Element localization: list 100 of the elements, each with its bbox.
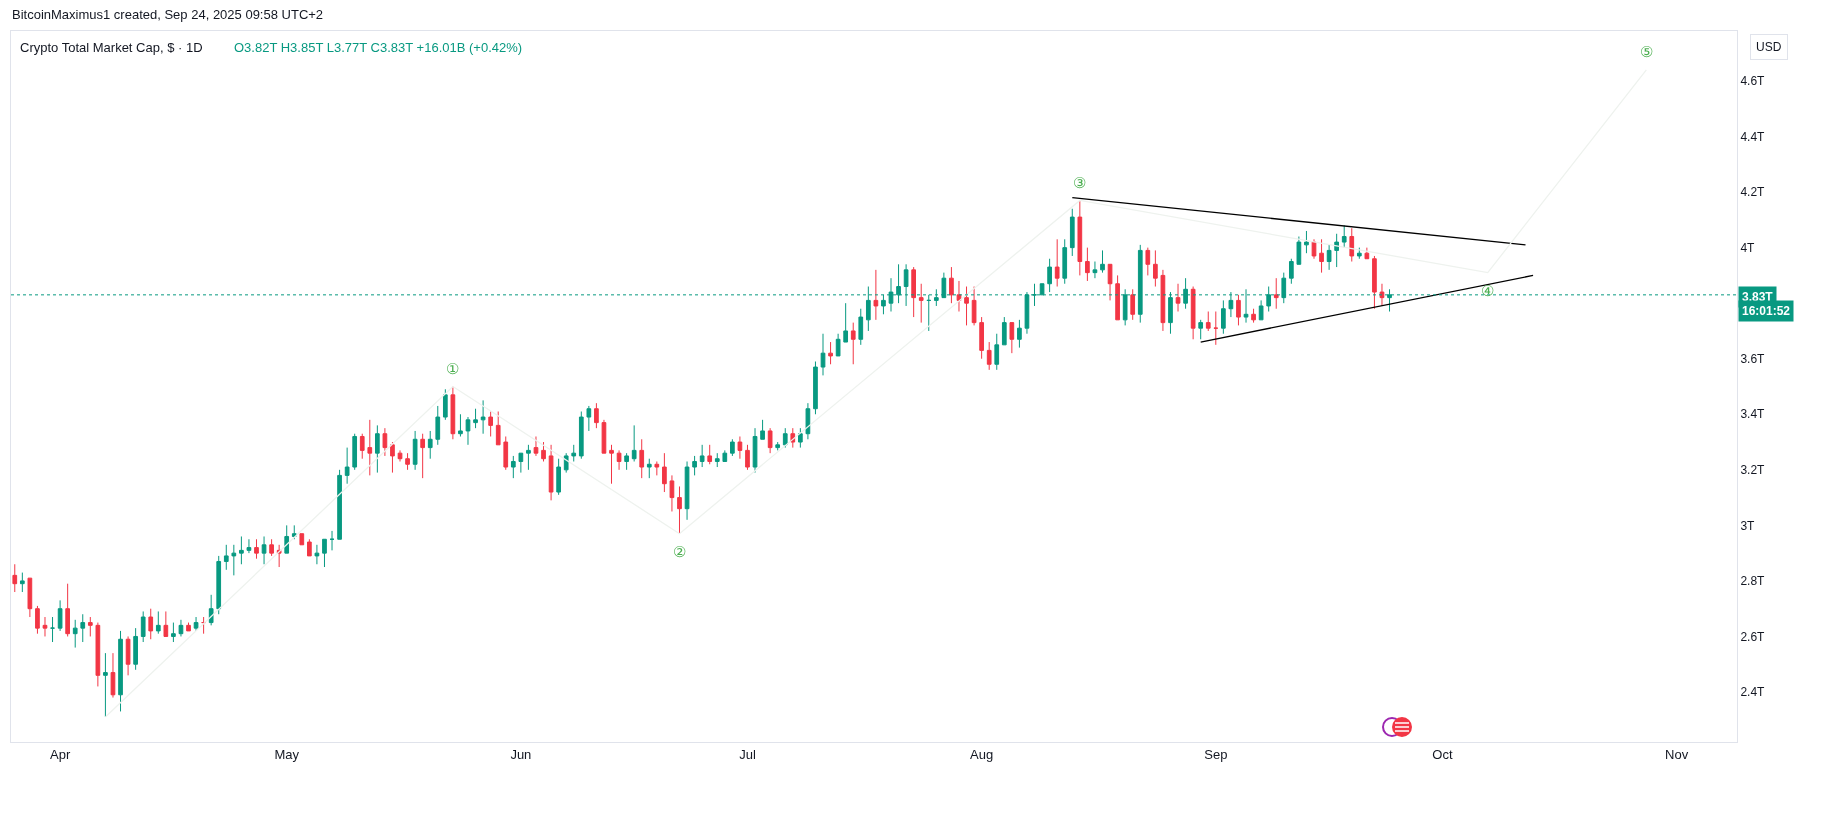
candlestick [1379,283,1385,307]
line-series [104,69,1648,718]
candlestick [344,447,350,485]
candlestick [1175,283,1181,313]
candlestick [745,444,750,471]
candlestick [1160,269,1166,332]
candlestick [677,485,682,535]
candlestick [1190,286,1196,340]
candlestick [359,433,365,460]
candlestick [541,441,546,462]
candlestick [375,424,380,474]
text: USD [1756,40,1782,54]
candlestick [299,533,305,546]
candlestick [692,455,697,476]
candlestick [118,630,123,712]
candlestick [1077,199,1083,276]
candlestick [510,455,516,479]
candlestick [707,444,713,465]
ref-line-label: 3.83T [1742,290,1774,304]
candlestick [1092,261,1098,279]
annotation: ⑤ [1640,43,1653,60]
y-tick-label: 2.6T [1740,629,1766,644]
candlestick [269,538,274,557]
y-tick-label: 3.4T [1740,407,1766,422]
candlestick [201,616,206,635]
candlestick [722,449,728,462]
candlestick [450,386,456,440]
candlestick [775,441,781,451]
candlestick [223,544,229,571]
candlestick [1319,238,1324,274]
candlestick [1153,249,1158,288]
candlestick [873,269,879,321]
candlestick [87,616,93,637]
candlestick [420,433,426,479]
candlestick [171,622,176,643]
candlestick [1356,247,1362,260]
candlestick [27,577,33,618]
annotation: ④ [1481,282,1494,299]
candlestick [1198,319,1204,340]
candlestick [1311,238,1317,260]
candlestick [57,599,63,632]
candlestick [427,430,433,460]
text: BitcoinMaximus1 created, Sep 24, 2025 09:58 UTC+2 [12,7,324,22]
candlestick [813,361,818,415]
annotation: ② [673,543,686,560]
candlestick [1054,238,1060,288]
x-tick-label: May [274,746,300,762]
text: Crypto Total Market Cap, $ · 1D [20,39,203,55]
candlestick [624,452,629,471]
candlestick [843,302,849,343]
candlestick [148,608,154,640]
candlestick [737,435,743,460]
candlestick [556,458,561,496]
candlestick [1009,322,1015,354]
candlestick [986,341,992,371]
candlestick [473,408,478,429]
candlestick [911,266,917,318]
candlestick [1221,299,1226,335]
candlestick [601,419,607,454]
candlestick [193,616,199,632]
candlestick [140,610,146,643]
x-tick-label: Nov [1665,746,1689,762]
y-tick-label: 4.4T [1740,129,1766,144]
candlestick [465,416,471,446]
candlestick [495,411,501,446]
candlestick [798,427,803,449]
candlestick [1069,208,1075,257]
candlestick [12,563,18,593]
candlestick [458,413,463,437]
candlestick [752,427,758,474]
candlestick [480,399,486,435]
candlestick [1213,311,1219,346]
candlestick [1085,247,1090,282]
candlestick [820,333,826,376]
candlestick [1100,249,1105,274]
candlestick [110,652,116,699]
candlestick [382,427,388,457]
candlestick [767,427,773,454]
candlestick [1304,230,1309,254]
candlestick [1001,316,1007,346]
y-tick-label: 4.2T [1740,185,1766,200]
candlestick [1205,311,1211,332]
candlestick [1341,224,1347,249]
y-tick-label: 3.2T [1740,463,1766,478]
candlestick [1145,247,1151,276]
candlestick [760,419,765,440]
candlestick [1258,299,1264,321]
candlestick [1349,227,1355,263]
candlestick [337,469,342,540]
candlestick [646,458,652,479]
candlestick [314,544,320,565]
y-tick-label: 2.8T [1740,574,1766,589]
candlestick [239,535,244,565]
candlestick [42,616,48,637]
candlestick [72,619,78,649]
candlestick [412,430,418,471]
candlestick [858,308,864,346]
candlestick [133,627,138,671]
y-tick-label: 2.4T [1740,685,1766,700]
candlestick [231,544,237,576]
